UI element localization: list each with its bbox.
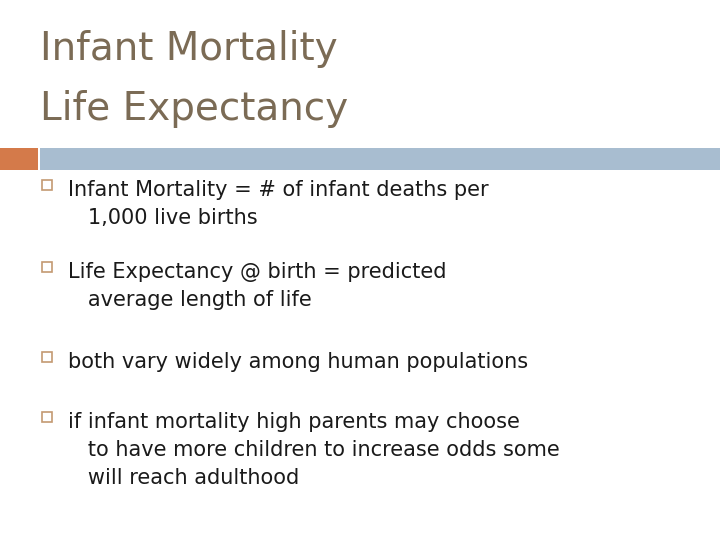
Text: Life Expectancy @ birth = predicted
   average length of life: Life Expectancy @ birth = predicted aver… [68, 262, 446, 310]
Text: Life Expectancy: Life Expectancy [40, 90, 348, 128]
Bar [42, 262, 52, 272]
Bar [40, 148, 720, 170]
Text: if infant mortality high parents may choose
   to have more children to increase: if infant mortality high parents may cho… [68, 412, 559, 488]
Bar [42, 352, 52, 362]
Bar [0, 148, 38, 170]
Text: both vary widely among human populations: both vary widely among human populations [68, 352, 528, 372]
Bar [42, 412, 52, 422]
Text: Infant Mortality = # of infant deaths per
   1,000 live births: Infant Mortality = # of infant deaths pe… [68, 180, 489, 228]
Bar [42, 180, 52, 190]
Text: Infant Mortality: Infant Mortality [40, 30, 338, 68]
